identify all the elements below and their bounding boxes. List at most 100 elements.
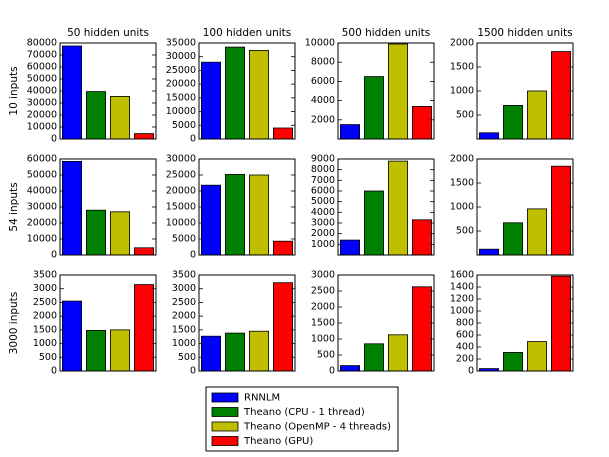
y-tick-label: 600 [456,330,474,341]
bar-theano-cpu-1-thread [86,91,107,140]
y-tick-label: 2000 [311,114,335,125]
y-tick-label: 0 [51,366,57,377]
y-tick-label: 2500 [311,286,335,297]
y-tick-label: 30000 [166,154,196,165]
bar-theano-openmp-4-threads [387,334,408,372]
bar-theano-cpu-1-thread [502,351,523,372]
y-tick-label: 3000 [311,270,335,281]
y-tick-label: 1500 [311,318,335,329]
bar-rnnlm [62,45,83,140]
bar-theano-openmp-4-threads [387,160,408,256]
bar-theano-gpu [133,133,154,140]
y-tick-label: 200 [456,354,474,365]
column-title: 1500 hidden units [477,27,572,39]
y-tick-label: 50000 [27,74,57,85]
y-tick-label: 60000 [27,154,57,165]
y-tick-label: 3500 [33,270,57,281]
y-tick-label: 20000 [166,186,196,197]
bar-theano-openmp-4-threads [110,211,131,256]
subplot-1-3: 500 1000 1500 2000 [450,154,574,256]
bar-theano-cpu-1-thread [363,343,384,372]
y-tick-label: 40000 [27,86,57,97]
y-tick-label: 800 [456,318,474,329]
y-tick-label: 500 [456,110,474,121]
y-tick-label: 0 [468,366,474,377]
bar-rnnlm [200,335,221,372]
bar-theano-gpu [551,51,572,140]
bar-theano-gpu [411,106,432,140]
bar-theano-cpu-1-thread [224,173,245,256]
y-tick-label: 6000 [311,76,335,87]
y-tick-label: 1000 [450,306,474,317]
column-title: 500 hidden units [342,27,431,39]
bar-theano-gpu [411,286,432,372]
y-tick-label: 3000 [311,218,335,229]
bar-theano-gpu [411,219,432,256]
y-tick-label: 2000 [33,311,57,322]
bar-rnnlm [200,61,221,140]
y-tick-label: 1500 [33,324,57,335]
row-title: 54 inputs [8,182,20,231]
y-tick-label: 1000 [311,239,335,250]
y-tick-label: 1000 [172,338,196,349]
bar-theano-cpu-1-thread [363,190,384,256]
subplot-0-3: 500 1000 1500 2000 [450,38,574,140]
y-tick-label: 8000 [311,164,335,175]
y-tick-label: 35000 [166,38,196,49]
y-tick-label: 1600 [450,270,474,281]
y-tick-label: 20000 [27,218,57,229]
bar-theano-openmp-4-threads [110,96,131,140]
bar-rnnlm [339,239,360,256]
subplot-0-2: 2000 4000 6000 8000 10000 [305,38,435,140]
bar-theano-cpu-1-thread [363,76,384,140]
y-tick-label: 4000 [311,207,335,218]
y-tick-label: 10000 [27,234,57,245]
column-title: 100 hidden units [203,27,292,39]
bar-theano-openmp-4-threads [248,330,269,372]
y-tick-label: 0 [190,250,196,261]
bar-theano-gpu [551,165,572,256]
y-tick-label: 30000 [27,98,57,109]
bar-theano-cpu-1-thread [224,332,245,372]
y-tick-label: 40000 [27,186,57,197]
bar-theano-gpu [272,282,293,372]
y-tick-label: 5000 [172,120,196,131]
y-tick-label: 0 [51,134,57,145]
y-tick-label: 60000 [27,62,57,73]
bar-theano-openmp-4-threads [387,43,408,140]
y-tick-label: 500 [456,226,474,237]
row-title: 3000 inputs [8,292,20,355]
y-tick-label: 400 [456,342,474,353]
bar-theano-cpu-1-thread [224,46,245,140]
legend-label: Theano (CPU - 1 thread) [243,407,365,418]
y-tick-label: 1000 [450,202,474,213]
bar-theano-openmp-4-threads [248,50,269,140]
y-tick-label: 1000 [311,334,335,345]
y-tick-label: 30000 [166,51,196,62]
y-tick-label: 7000 [311,175,335,186]
legend-label: Theano (GPU) [243,436,313,447]
bar-rnnlm [339,365,360,372]
y-tick-label: 5000 [311,196,335,207]
y-tick-label: 2000 [172,311,196,322]
y-tick-label: 9000 [311,154,335,165]
y-tick-label: 1400 [450,282,474,293]
bar-rnnlm [62,300,83,372]
y-tick-label: 8000 [311,57,335,68]
y-tick-label: 10000 [305,38,335,49]
y-tick-label: 25000 [166,65,196,76]
y-tick-label: 5000 [172,234,196,245]
bar-theano-openmp-4-threads [248,174,269,256]
bar-theano-openmp-4-threads [110,329,131,372]
subplot-0-1: 0 5000 10000 15000 20000 25000 30000 35000 [166,38,296,145]
bar-theano-gpu [272,127,293,140]
subplot-2-2: 0 500 1000 1500 2000 2500 3000 [311,270,435,377]
subplot-2-1: 0 500 1000 1500 2000 2500 3000 3500 [172,270,296,377]
bar-theano-openmp-4-threads [527,208,548,256]
y-tick-label: 0 [190,134,196,145]
y-tick-label: 500 [178,352,196,363]
column-title: 50 hidden units [67,27,149,39]
legend: RNNLM Theano (CPU - 1 thread) Theano (Open… [205,386,399,452]
